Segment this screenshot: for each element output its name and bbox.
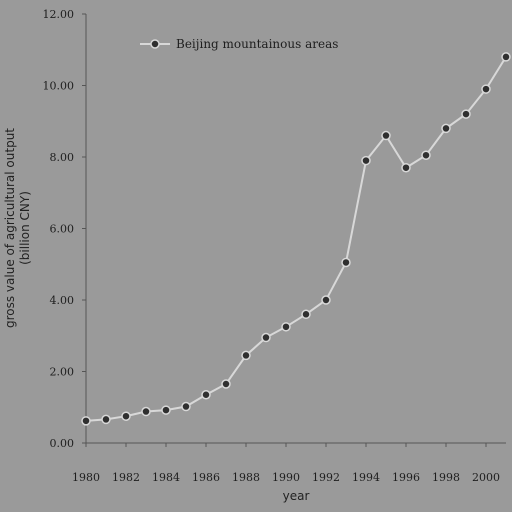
legend-marker xyxy=(150,39,160,49)
data-point xyxy=(501,52,511,62)
legend-label: Beijing mountainous areas xyxy=(176,37,338,51)
data-point xyxy=(461,109,471,119)
x-tick-label: 2000 xyxy=(472,471,500,484)
x-tick-label: 1986 xyxy=(192,471,220,484)
y-tick-label: 12.00 xyxy=(43,8,75,21)
data-point xyxy=(301,309,311,320)
x-tick-label: 1988 xyxy=(232,471,260,484)
data-point xyxy=(261,332,271,343)
x-tick-label: 1990 xyxy=(272,471,300,484)
data-point xyxy=(281,322,291,332)
data-point xyxy=(201,389,211,400)
y-ticks: 0.00 2.00 4.00 6.00 8.00 10.00 12.00 xyxy=(43,8,86,450)
series-line xyxy=(85,56,507,422)
legend: Beijing mountainous areas xyxy=(140,37,338,51)
y-tick-label: 2.00 xyxy=(50,366,75,379)
series-group xyxy=(81,52,511,426)
y-axis-title-line1: gross value of agricultural output xyxy=(3,128,17,328)
x-tick-label: 1994 xyxy=(352,471,380,484)
x-axis-title: year xyxy=(283,489,310,503)
data-point xyxy=(121,411,131,421)
data-point xyxy=(441,123,451,134)
x-tick-label: 1980 xyxy=(72,471,100,484)
y-tick-label: 0.00 xyxy=(50,437,75,450)
y-tick-label: 4.00 xyxy=(50,294,75,307)
data-point xyxy=(181,401,191,412)
y-axis-title-line2: (billion CNY) xyxy=(18,191,32,265)
x-ticks: 1980 1982 1984 1986 1988 1990 1992 1994 1996 1998… xyxy=(72,443,500,484)
x-tick-label: 1984 xyxy=(152,471,180,484)
data-point xyxy=(161,405,171,415)
data-point xyxy=(421,150,431,160)
data-point xyxy=(381,130,391,141)
data-point xyxy=(241,350,251,361)
data-point xyxy=(341,257,351,268)
data-point xyxy=(321,295,331,305)
y-axis-title: gross value of agricultural output (bill… xyxy=(3,128,32,328)
y-tick-label: 10.00 xyxy=(43,80,75,93)
x-tick-label: 1998 xyxy=(432,471,460,484)
data-point xyxy=(361,155,371,166)
data-point xyxy=(401,162,411,173)
y-tick-label: 6.00 xyxy=(50,223,75,236)
y-tick-label: 8.00 xyxy=(50,151,75,164)
data-point xyxy=(141,406,151,417)
x-tick-label: 1992 xyxy=(312,471,340,484)
data-point xyxy=(101,414,111,425)
data-point xyxy=(221,379,231,389)
x-tick-label: 1996 xyxy=(392,471,420,484)
data-point xyxy=(81,416,91,426)
data-point xyxy=(481,84,491,94)
x-tick-label: 1982 xyxy=(112,471,140,484)
